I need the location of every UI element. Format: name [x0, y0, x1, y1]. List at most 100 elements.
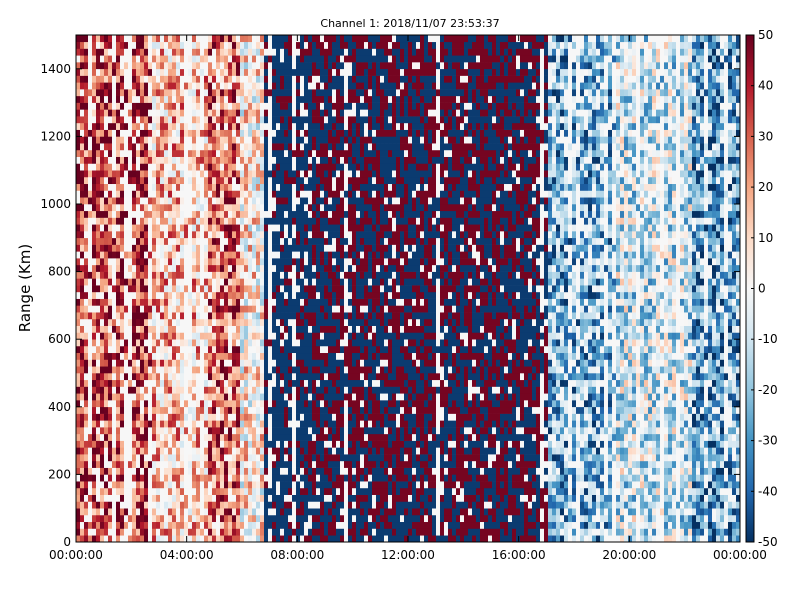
heatmap-cell [112, 258, 117, 266]
heatmap-cell [192, 460, 197, 468]
heatmap-cell [180, 528, 185, 536]
heatmap-cell [132, 170, 137, 178]
heatmap-cell [188, 447, 193, 455]
heatmap-cell [200, 345, 205, 354]
heatmap-cell [168, 433, 173, 441]
heatmap-cell [268, 41, 273, 49]
heatmap-cell [100, 535, 105, 542]
heatmap-cell [216, 535, 221, 542]
heatmap-cell [296, 210, 301, 218]
heatmap-cell [100, 183, 105, 191]
heatmap-cell [340, 400, 345, 408]
heatmap-cell [140, 176, 145, 185]
heatmap-cell [248, 176, 253, 185]
heatmap-cell [236, 102, 241, 110]
heatmap-cell [76, 237, 81, 245]
heatmap-cell [340, 474, 345, 482]
heatmap-cell [284, 433, 289, 441]
heatmap-cell [276, 332, 281, 340]
heatmap-cell [112, 393, 117, 401]
heatmap-cell [300, 312, 305, 320]
heatmap-cell [280, 339, 285, 347]
heatmap-cell [292, 258, 297, 266]
heatmap-cell [340, 454, 345, 462]
heatmap-cell [144, 413, 149, 421]
heatmap-cell [88, 312, 93, 320]
heatmap-cell [108, 62, 113, 70]
heatmap-cell [304, 122, 309, 130]
heatmap-cell [236, 170, 241, 178]
heatmap-cell [164, 149, 169, 157]
heatmap-cell [136, 501, 141, 509]
heatmap-cell [332, 535, 337, 542]
heatmap-cell [108, 149, 113, 157]
heatmap-cell [120, 393, 125, 401]
heatmap-cell [176, 75, 181, 83]
heatmap-cell [316, 440, 321, 448]
heatmap-cell [292, 447, 297, 455]
heatmap-cell [208, 41, 213, 49]
heatmap-cell [212, 379, 217, 387]
heatmap-cell [268, 149, 273, 157]
heatmap-cell [340, 447, 345, 455]
heatmap-cell [76, 75, 81, 83]
heatmap-cell [312, 291, 317, 299]
heatmap-cell [308, 75, 313, 83]
heatmap-cell [316, 359, 321, 367]
heatmap-cell [104, 352, 109, 360]
heatmap-cell [336, 312, 341, 320]
heatmap-cell [100, 305, 105, 313]
heatmap-cell [260, 339, 265, 347]
heatmap-cell [168, 373, 173, 381]
heatmap-cell [188, 55, 193, 63]
heatmap-cell [96, 298, 101, 306]
heatmap-cell [240, 68, 245, 76]
heatmap-cell [140, 359, 145, 367]
heatmap-cell [312, 109, 317, 117]
heatmap-cell [160, 440, 165, 448]
heatmap-cell [308, 237, 313, 245]
heatmap-cell [328, 332, 333, 340]
heatmap-cell [324, 244, 329, 252]
heatmap-cell [236, 109, 241, 117]
heatmap-cell [336, 514, 341, 523]
heatmap-cell [76, 487, 81, 495]
heatmap-cell [220, 217, 225, 225]
heatmap-cell [216, 460, 221, 468]
heatmap-cell [188, 68, 193, 76]
heatmap-cell [92, 379, 97, 387]
heatmap-cell [208, 116, 213, 124]
heatmap-cell [288, 231, 293, 239]
heatmap-cell [208, 136, 213, 144]
heatmap-cell [140, 136, 145, 144]
heatmap-cell [108, 109, 113, 117]
heatmap-cell [148, 176, 153, 185]
heatmap-cell [232, 163, 237, 171]
heatmap-cell [104, 156, 109, 164]
heatmap-cell [192, 258, 197, 266]
heatmap-cell [316, 190, 321, 198]
heatmap-cell [132, 467, 137, 475]
heatmap-cell [340, 339, 345, 347]
heatmap-cell [108, 258, 113, 266]
heatmap-cell [156, 170, 161, 178]
heatmap-cell [160, 68, 165, 76]
heatmap-cell [164, 48, 169, 56]
heatmap-cell [176, 379, 181, 387]
heatmap-cell [212, 393, 217, 401]
heatmap-cell [112, 325, 117, 333]
heatmap-cell [148, 440, 153, 448]
heatmap-cell [84, 400, 89, 408]
heatmap-cell [156, 102, 161, 110]
heatmap-cell [124, 149, 129, 157]
heatmap-cell [84, 204, 89, 212]
heatmap-cell [320, 339, 325, 347]
heatmap-cell [296, 447, 301, 455]
heatmap-cell [256, 102, 261, 110]
heatmap-cell [92, 339, 97, 347]
heatmap-cell [112, 467, 117, 475]
heatmap-cell [80, 440, 85, 448]
heatmap-cell [172, 359, 177, 367]
heatmap-cell [216, 197, 221, 205]
heatmap-cell [284, 41, 289, 49]
